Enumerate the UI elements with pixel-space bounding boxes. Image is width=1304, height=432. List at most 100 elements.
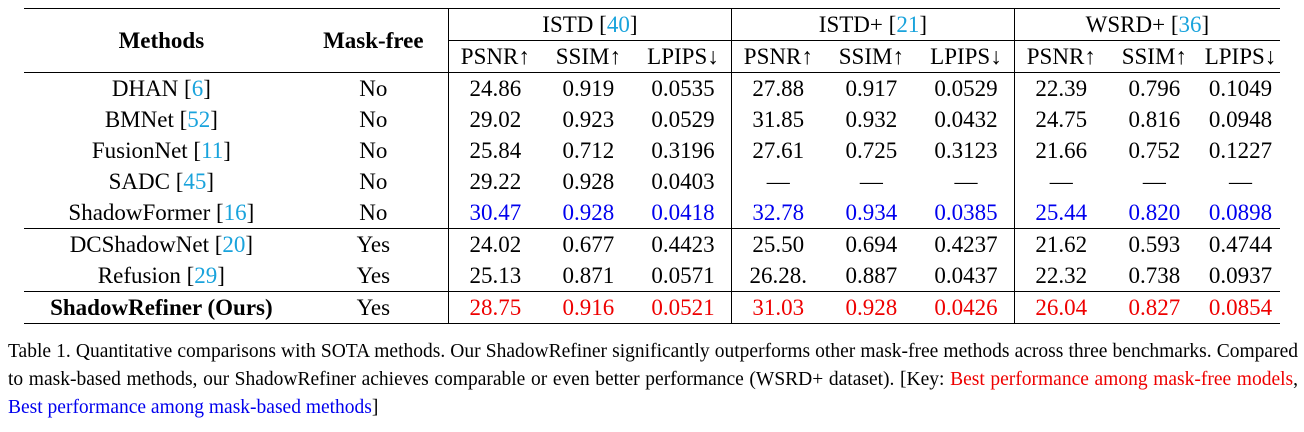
- cell-method: DHAN [6]: [111, 76, 211, 101]
- cell-value: 21.66: [1035, 138, 1088, 163]
- header-metric: SSIM↑: [555, 44, 621, 69]
- header-dataset-istd: ISTD [40]: [448, 8, 732, 41]
- cell-value: 24.86: [469, 76, 522, 101]
- cell-value: —: [1049, 169, 1073, 194]
- cell-value: 0.4423: [635, 228, 732, 260]
- cell-value: 28.75: [469, 295, 522, 320]
- cell-value: 0.694: [845, 232, 898, 257]
- cell-method: FusionNet [11]: [91, 138, 231, 163]
- cell-value: 0.3123: [918, 135, 1015, 166]
- cell-value: 22.32: [1035, 263, 1088, 288]
- cell-value: —: [859, 169, 883, 194]
- cell-mask-free: No: [298, 135, 449, 166]
- cell-value: 25.13: [469, 263, 522, 288]
- cell-value: —: [766, 169, 790, 194]
- cell-value: 0.3196: [635, 135, 732, 166]
- cell-value: 0.0937: [1208, 263, 1273, 288]
- table-row: DHAN [6] No 24.86 0.919 0.0535 27.88 0.917 0.05…: [24, 72, 1280, 104]
- cell-value: 32.78: [752, 200, 805, 225]
- caption-end: ]: [371, 397, 379, 418]
- cell-value: 0.0535: [635, 72, 732, 104]
- header-metric: LPIPS↓: [918, 40, 1015, 73]
- cell-value: 0.0571: [635, 260, 732, 292]
- cell-value: —: [1142, 169, 1166, 194]
- table-row: FusionNet [11] No 25.84 0.712 0.3196 27.61 0.7…: [24, 135, 1280, 166]
- table-row: SADC [45] No 29.22 0.928 0.0403 — — — — — —: [24, 166, 1280, 197]
- cell-value: 0.4237: [918, 228, 1015, 260]
- cell-value: 26.04: [1035, 295, 1088, 320]
- cell-value: 0.0432: [918, 104, 1015, 135]
- cell-mask-free: Yes: [298, 260, 449, 292]
- table-row: ShadowFormer [16] No 30.47 0.928 0.0418 32.78…: [24, 197, 1280, 229]
- cell-method: BMNet [52]: [104, 107, 218, 132]
- table-row: ShadowRefiner (Ours) Yes 28.75 0.916 0.0521 3…: [24, 291, 1280, 324]
- header-metric: PSNR↑: [1026, 44, 1096, 69]
- cell-value: 0.887: [845, 263, 898, 288]
- cell-value: 31.85: [752, 107, 805, 132]
- cell-mask-free: No: [298, 72, 449, 104]
- cell-value: 0.593: [1128, 232, 1181, 257]
- cell-value: 0.820: [1128, 200, 1181, 225]
- header-methods: Methods: [24, 8, 299, 73]
- cell-value: 27.61: [752, 138, 805, 163]
- cell-value: 0.1049: [1208, 76, 1273, 101]
- caption-sep: ,: [1293, 369, 1298, 390]
- cell-value: 27.88: [752, 76, 805, 101]
- cell-value: 0.932: [845, 107, 898, 132]
- cell-value: 0.919: [562, 76, 615, 101]
- cell-value: 0.816: [1128, 107, 1181, 132]
- cell-method: Refusion [29]: [97, 263, 225, 288]
- cell-value: 30.47: [469, 200, 522, 225]
- cell-value: 0.0854: [1208, 295, 1273, 320]
- cell-value: 29.02: [469, 107, 522, 132]
- cell-value: 22.39: [1035, 76, 1088, 101]
- cell-value: 0.916: [562, 295, 615, 320]
- cell-value: 0.712: [562, 138, 615, 163]
- cell-value: 0.677: [562, 232, 615, 257]
- cell-value: 0.0385: [918, 197, 1015, 229]
- cell-method: ShadowFormer [16]: [68, 200, 255, 225]
- cell-value: 31.03: [752, 295, 805, 320]
- caption-key-blue: Best performance among mask-based method…: [8, 397, 372, 418]
- table-row: Refusion [29] Yes 25.13 0.871 0.0571 26.28. 0.…: [24, 260, 1280, 292]
- header-mask-free: Mask-free: [298, 8, 449, 73]
- cell-value: 0.0521: [635, 291, 732, 324]
- cell-value: 0.928: [562, 200, 615, 225]
- cell-value: 0.928: [562, 169, 615, 194]
- header-metric: LPIPS↓: [635, 40, 732, 73]
- cell-value: 0.0898: [1208, 200, 1273, 225]
- caption-key-red: Best performance among mask-free models: [950, 369, 1294, 390]
- table-caption: Table 1. Quantitative comparisons with S…: [8, 338, 1298, 422]
- cell-value: 0.0418: [635, 197, 732, 229]
- cell-value: 0.752: [1128, 138, 1181, 163]
- cell-value: 0.738: [1128, 263, 1181, 288]
- header-dataset-wsrd-plus: WSRD+ [36]: [1014, 8, 1280, 41]
- header-metric: SSIM↑: [838, 44, 904, 69]
- cell-mask-free: No: [298, 104, 449, 135]
- table-body: DHAN [6] No 24.86 0.919 0.0535 27.88 0.917 0.05…: [24, 72, 1280, 324]
- cell-value: —: [918, 166, 1015, 197]
- cell-method: ShadowRefiner (Ours): [50, 295, 273, 320]
- cell-value: 0.1227: [1208, 138, 1273, 163]
- results-table: Methods Mask-free ISTD [40] ISTD+ [21] W…: [24, 8, 1280, 324]
- cell-mask-free: Yes: [298, 228, 449, 260]
- cell-value: 0.796: [1128, 76, 1181, 101]
- cell-value: 24.02: [469, 232, 522, 257]
- cell-value: 21.62: [1035, 232, 1088, 257]
- cell-value: 0.0948: [1208, 107, 1273, 132]
- cell-value: 0.0426: [918, 291, 1015, 324]
- cell-value: 0.923: [562, 107, 615, 132]
- caption-text: Table 1. Quantitative comparisons with S…: [8, 341, 1298, 390]
- cell-mask-free: No: [298, 197, 449, 229]
- cell-value: 0.4744: [1208, 232, 1273, 257]
- cell-value: 0.934: [845, 200, 898, 225]
- cell-value: 25.50: [752, 232, 805, 257]
- cell-value: 0.827: [1128, 295, 1181, 320]
- header-metric: LPIPS↓: [1204, 44, 1277, 69]
- cell-method: SADC [45]: [108, 169, 215, 194]
- table-row: BMNet [52] No 29.02 0.923 0.0529 31.85 0.932 0.…: [24, 104, 1280, 135]
- cell-value: 0.0529: [918, 72, 1015, 104]
- cell-value: 24.75: [1035, 107, 1088, 132]
- cell-mask-free: Yes: [298, 291, 449, 324]
- header-dataset-istd-plus: ISTD+ [21]: [731, 8, 1015, 41]
